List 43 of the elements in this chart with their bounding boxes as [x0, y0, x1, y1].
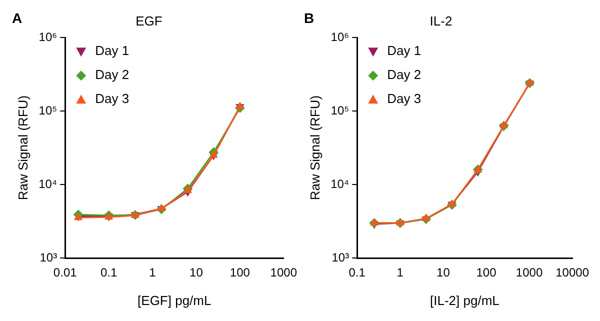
x-tick-label: 10 — [436, 266, 450, 280]
point — [209, 150, 218, 158]
y-tick-label: 10³ — [332, 250, 350, 264]
x-tick-label: 0.1 — [100, 266, 118, 280]
text: A — [12, 10, 22, 26]
x-tick-label: 10 — [190, 266, 204, 280]
legend-label: Day 3 — [95, 91, 130, 106]
chart-title: EGF — [136, 13, 162, 28]
point — [448, 199, 456, 207]
point — [525, 78, 534, 86]
point — [499, 120, 508, 128]
y-tick-label: 10⁶ — [330, 30, 350, 44]
point — [236, 102, 244, 110]
x-tick-label: 0.01 — [53, 266, 78, 280]
x-tick-label: 100 — [476, 266, 497, 280]
y-tick-label: 10⁵ — [330, 103, 350, 118]
y-tick-label: 10³ — [40, 250, 58, 264]
x-tick-label: 1000 — [516, 266, 543, 280]
y-tick-label: 10⁵ — [38, 103, 58, 118]
legend-label: Day 1 — [95, 43, 130, 58]
legend-label: Day 2 — [95, 67, 130, 82]
x-tick-label: 10000 — [556, 266, 590, 280]
y-axis-title: Raw Signal (RFU) — [15, 95, 30, 200]
x-tick-label: 0.1 — [348, 266, 366, 280]
x-axis-title: [IL-2] pg/mL — [430, 292, 500, 308]
point — [370, 218, 379, 226]
legend-label: Day 2 — [387, 67, 422, 82]
chart-title: IL-2 — [430, 13, 452, 28]
point — [157, 204, 166, 212]
legend-label: Day 1 — [387, 43, 422, 58]
legend-label: Day 3 — [387, 91, 422, 106]
y-axis-title: Raw Signal (RFU) — [307, 95, 322, 200]
x-axis-title: [EGF] pg/mL — [138, 292, 212, 308]
y-tick-label: 10⁴ — [38, 176, 58, 191]
x-tick-label: 1000 — [270, 266, 298, 280]
x-tick-label: 100 — [230, 266, 250, 280]
point — [396, 218, 404, 226]
text: B — [304, 10, 314, 26]
x-tick-label: 1 — [149, 266, 156, 280]
y-tick-label: 10⁴ — [330, 176, 350, 191]
x-tick-label: 1 — [396, 266, 404, 280]
point — [422, 213, 430, 221]
y-tick-label: 10⁶ — [38, 30, 58, 44]
